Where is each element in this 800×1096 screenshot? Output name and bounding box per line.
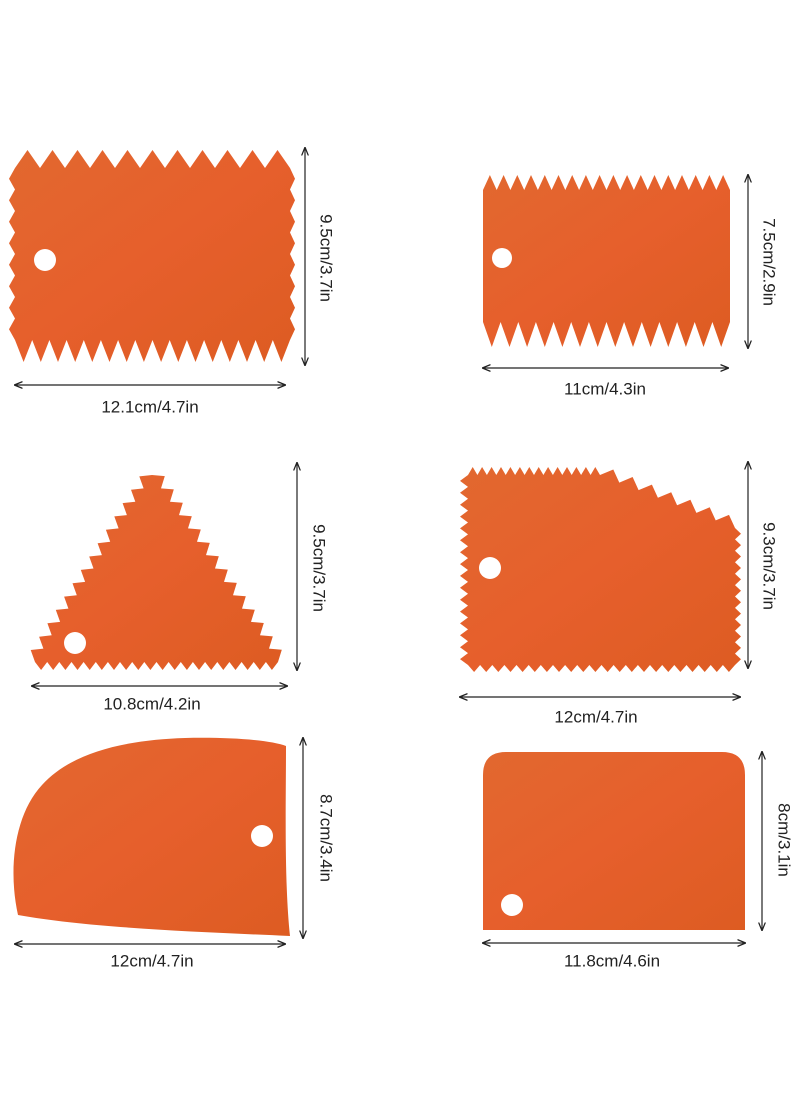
- hang-hole: [34, 249, 56, 271]
- hang-hole: [479, 557, 501, 579]
- scraper: [30, 475, 282, 670]
- height-label: 8.7cm/3.4in: [317, 794, 336, 882]
- width-label: 11.8cm/4.6in: [564, 951, 660, 970]
- width-label: 12cm/4.7in: [110, 951, 193, 970]
- scraper: [9, 150, 295, 362]
- hang-hole: [64, 632, 86, 654]
- scraper: [460, 467, 741, 672]
- scraper: [13, 737, 291, 936]
- width-label: 12cm/4.7in: [554, 707, 637, 726]
- width-label: 11cm/4.3in: [564, 379, 646, 398]
- scraper: [483, 175, 730, 347]
- measurements: 12.1cm/4.7in 9.5cm/3.7in 11cm/4.3in 7.5c…: [15, 148, 794, 970]
- width-label: 12.1cm/4.7in: [101, 397, 198, 416]
- height-label: 9.5cm/3.7in: [310, 524, 329, 612]
- scrapers: [9, 150, 745, 936]
- height-label: 8cm/3.1in: [775, 803, 794, 877]
- hang-hole: [492, 248, 512, 268]
- height-label: 9.5cm/3.7in: [317, 214, 336, 302]
- height-label: 7.5cm/2.9in: [760, 218, 779, 306]
- scraper: [483, 752, 745, 930]
- hang-hole: [251, 825, 273, 847]
- height-label: 9.3cm/3.7in: [760, 522, 779, 610]
- width-label: 10.8cm/4.2in: [103, 694, 200, 713]
- hang-hole: [501, 894, 523, 916]
